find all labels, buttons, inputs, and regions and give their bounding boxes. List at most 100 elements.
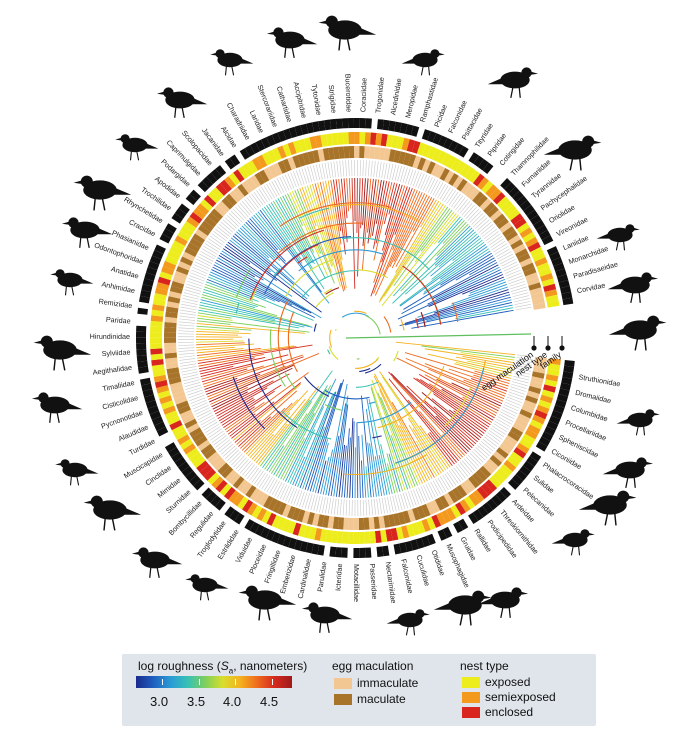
family-label: Corvidae xyxy=(576,280,606,295)
egg-ring-segment xyxy=(263,495,274,509)
nest-ring-segment xyxy=(527,424,541,435)
branch-tip xyxy=(245,221,286,265)
tip-label-line xyxy=(430,481,439,497)
egg-ring-segment xyxy=(213,459,227,471)
family-ring-segment xyxy=(201,176,214,189)
branch-arc xyxy=(276,243,319,276)
bird-silhouette-icon xyxy=(131,547,183,578)
family-ring-segment xyxy=(404,540,413,552)
tip-label-line xyxy=(342,499,345,516)
nest-ring-segment xyxy=(153,374,167,383)
egg-ring-segment xyxy=(348,517,354,530)
egg-ring-segment xyxy=(267,497,278,511)
nest-ring-segment xyxy=(507,208,521,221)
tip-label-line xyxy=(455,465,466,479)
branch-tip xyxy=(361,395,372,498)
branch-tip xyxy=(241,225,276,259)
branch-tip xyxy=(438,233,478,268)
egg-ring-segment xyxy=(236,479,249,492)
bird-silhouette-icon xyxy=(401,49,445,76)
family-ring-segment xyxy=(561,377,573,385)
nest-ring-segment xyxy=(256,507,267,521)
nest-ring-segment xyxy=(309,136,318,150)
family-ring-segment xyxy=(141,383,153,392)
branch-tip xyxy=(197,317,310,333)
branch-tip xyxy=(198,357,255,370)
nest-ring-segment xyxy=(174,235,188,247)
nest-ring-segment xyxy=(544,379,558,388)
egg-ring-segment xyxy=(164,342,177,349)
egg-ring-segment xyxy=(489,454,502,467)
egg-ring-segment xyxy=(425,501,436,515)
tip-label-line xyxy=(319,496,324,513)
branch-tip xyxy=(196,343,255,348)
egg-ring-segment xyxy=(172,275,186,285)
branch-tip xyxy=(204,286,266,309)
branch-tip xyxy=(212,266,315,319)
nest-ring-segment xyxy=(416,520,426,534)
tip-label-line xyxy=(330,161,334,178)
branch-tip xyxy=(424,374,498,414)
egg-ring-segment xyxy=(174,270,188,280)
egg-ring-segment xyxy=(510,239,524,250)
tip-label-line xyxy=(208,238,222,248)
tip-label-line xyxy=(198,253,214,262)
nest-ring-segment xyxy=(485,184,498,197)
branch-tip xyxy=(392,377,466,456)
tip-label-line xyxy=(511,381,528,387)
branch-tip xyxy=(380,443,393,494)
family-label: Anhimidae xyxy=(101,279,136,295)
branch-tip xyxy=(370,385,406,491)
tip-label-line xyxy=(196,409,212,418)
branch-tip xyxy=(399,424,428,482)
egg-ring-segment xyxy=(373,146,381,160)
nest-ring-segment xyxy=(536,404,550,415)
branch-arc xyxy=(383,316,392,333)
nest-ring-segment xyxy=(266,512,277,526)
tip-label-line xyxy=(368,499,371,516)
family-ring-segment xyxy=(205,491,217,503)
branch-tip xyxy=(379,202,442,301)
nest-ring-segment xyxy=(156,282,170,291)
family-ring-segment xyxy=(162,228,174,239)
branch-tip xyxy=(294,395,333,487)
tip-label-line xyxy=(216,226,230,237)
tip-label-line xyxy=(217,439,231,450)
egg-ring-segment xyxy=(447,490,459,504)
branch-tip xyxy=(375,180,385,224)
nest-ring-segment xyxy=(421,518,431,532)
egg-ring-segment xyxy=(182,414,196,424)
tip-label-line xyxy=(180,309,197,313)
nest-ring-segment xyxy=(150,332,163,338)
branch-tip xyxy=(239,410,280,449)
family-ring-segment xyxy=(519,465,531,477)
family-ring-segment xyxy=(265,529,276,542)
nest-ring-segment xyxy=(242,163,254,177)
family-ring-segment xyxy=(538,230,551,240)
tip-label-line xyxy=(410,170,417,186)
nest-ring-segment xyxy=(331,530,338,544)
egg-ring-segment xyxy=(532,366,546,374)
tip-label-line xyxy=(480,224,494,235)
family-ring-segment xyxy=(299,541,308,553)
branch-tip xyxy=(234,420,261,443)
tip-label-line xyxy=(504,401,520,409)
nest-ring-segment xyxy=(241,499,254,513)
nest-ring-segment xyxy=(169,420,183,431)
egg-ring-segment xyxy=(369,146,376,159)
egg-ring-segment xyxy=(507,430,521,442)
branch-arc xyxy=(356,401,412,424)
family-ring-segment xyxy=(443,137,453,150)
nest-ring-segment xyxy=(223,486,236,500)
branch-tip xyxy=(379,382,433,479)
egg-ring-segment xyxy=(358,517,365,530)
branch-tip xyxy=(348,178,352,209)
family-ring-segment xyxy=(482,502,494,514)
family-ring-segment xyxy=(311,543,320,555)
tip-label-line xyxy=(290,172,297,188)
branch-tip xyxy=(368,398,391,495)
branch-tip xyxy=(227,413,256,435)
tip-label-line xyxy=(362,160,364,177)
tip-label-line xyxy=(197,412,213,421)
tip-label-line xyxy=(469,452,482,465)
